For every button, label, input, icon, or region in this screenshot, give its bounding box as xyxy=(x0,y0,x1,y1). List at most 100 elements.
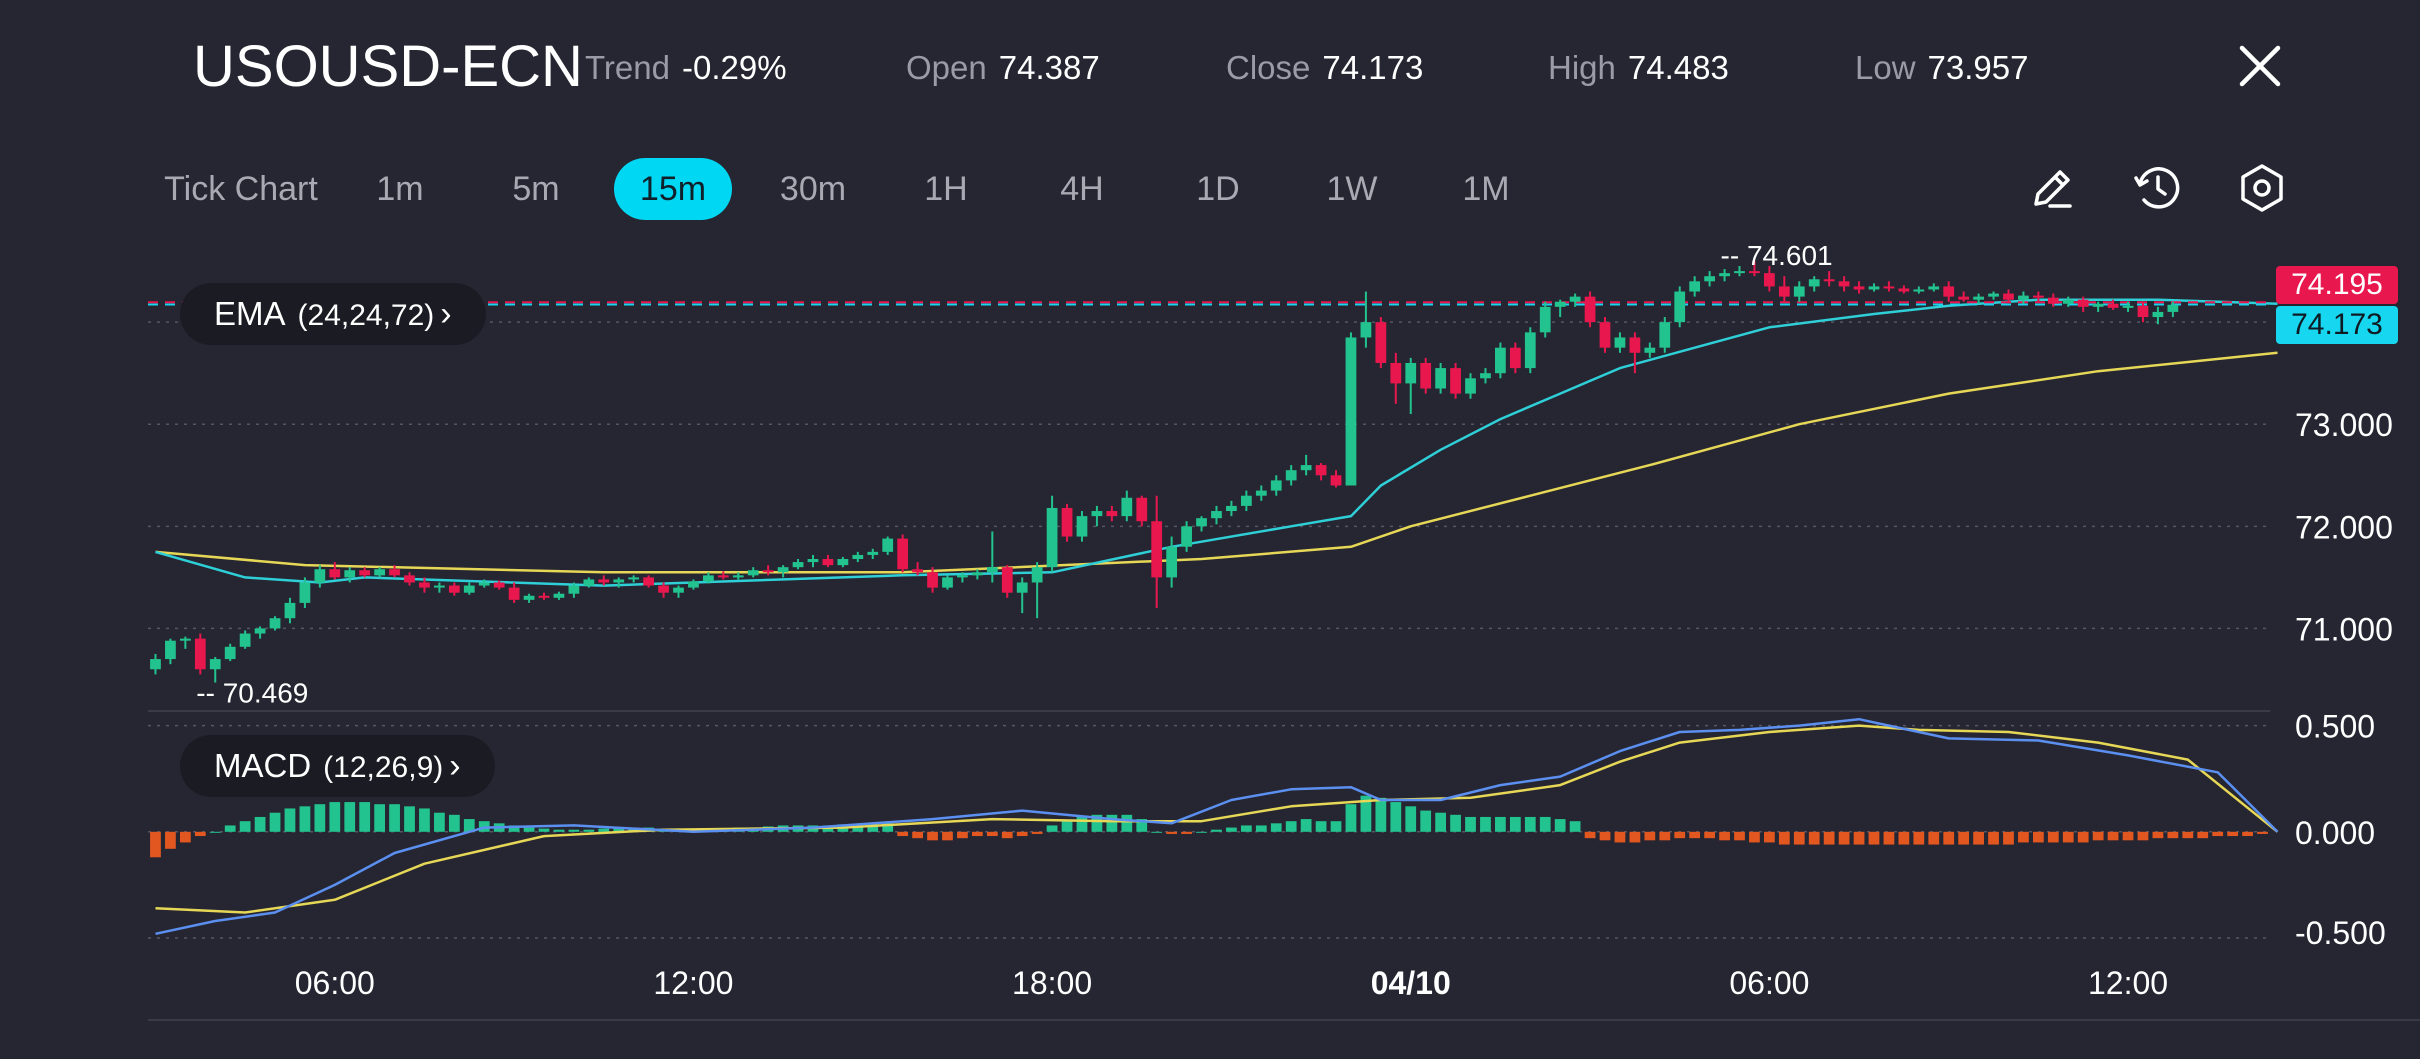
timeframe-1w[interactable]: 1W xyxy=(1326,170,1378,208)
macd-histogram-bar xyxy=(1420,810,1432,832)
candle-body xyxy=(673,587,684,593)
macd-histogram-bar xyxy=(1315,821,1327,832)
macd-histogram-bar xyxy=(1211,829,1222,832)
macd-histogram-bar xyxy=(284,808,296,832)
candle-body xyxy=(404,575,415,583)
timeframe-tick-chart[interactable]: Tick Chart xyxy=(164,170,318,208)
candle-body xyxy=(1853,286,1865,290)
candle-body xyxy=(1868,286,1880,290)
timeframe-1m[interactable]: 1m xyxy=(376,170,424,208)
macd-histogram-bar xyxy=(1435,812,1447,832)
candle-body xyxy=(314,569,326,583)
price-tick-label: 71.000 xyxy=(2295,611,2393,647)
timeframe-4h[interactable]: 4H xyxy=(1060,170,1104,208)
candle-body xyxy=(1644,347,1656,353)
ema-indicator-button[interactable]: EMA (24,24,72) › xyxy=(180,283,486,345)
timeframe-30m[interactable]: 30m xyxy=(779,170,847,208)
timeframe-bar: Tick Chart 1m 5m 15m 30m 1H 4H 1D 1W 1M xyxy=(0,158,2420,228)
macd-histogram-bar xyxy=(434,812,445,832)
symbol-title: USOUSD-ECN xyxy=(193,34,583,99)
candle-body xyxy=(1091,511,1103,517)
macd-histogram-bar xyxy=(344,802,356,832)
candle-body xyxy=(209,659,221,670)
macd-histogram-bar xyxy=(359,802,371,832)
ema-label: EMA xyxy=(214,295,286,332)
macd-histogram-bar xyxy=(1360,795,1372,832)
macd-indicator-button[interactable]: MACD (12,26,9) › xyxy=(180,735,495,797)
close-button[interactable] xyxy=(2232,38,2288,94)
settings-button[interactable] xyxy=(2234,160,2290,216)
macd-histogram-bar xyxy=(1749,831,1760,843)
macd-histogram-bar xyxy=(1853,831,1865,845)
candle-body xyxy=(583,579,595,586)
candle-body xyxy=(658,585,669,593)
macd-histogram-bar xyxy=(1569,821,1581,832)
candle-body xyxy=(1659,322,1671,348)
timeframe-1h[interactable]: 1H xyxy=(924,170,968,208)
candle-body xyxy=(777,567,789,573)
macd-histogram-bar xyxy=(1016,831,1028,837)
timeframe-1d[interactable]: 1D xyxy=(1196,170,1240,208)
timeframe-5m[interactable]: 5m xyxy=(512,170,560,208)
last-price-tag: 74.173 xyxy=(2276,306,2398,345)
candle-body xyxy=(419,582,430,588)
macd-histogram-bar xyxy=(269,812,281,832)
candle-body xyxy=(493,582,505,588)
macd-histogram-bar xyxy=(1719,831,1730,841)
macd-histogram-bar xyxy=(2047,831,2059,843)
macd-histogram-bar xyxy=(1584,831,1596,839)
candle-body xyxy=(2018,295,2029,300)
candle-body xyxy=(1360,322,1372,338)
candle-body xyxy=(1420,362,1432,389)
candle-body xyxy=(1285,470,1297,481)
low-value: 73.957 xyxy=(1927,49,2029,86)
candle-body xyxy=(1315,465,1327,476)
candle-body xyxy=(1061,507,1073,537)
chart-area[interactable]: 71.000 72.000 73.000 0.500 0.000 -0.500 -- 74.… xyxy=(0,240,2420,1059)
time-tick-label: 12:00 xyxy=(2088,965,2168,1001)
macd-histogram-bar xyxy=(1181,831,1192,834)
timeframe-1mo[interactable]: 1M xyxy=(1462,170,1510,208)
macd-histogram-bar xyxy=(1300,819,1312,832)
macd-histogram-bar xyxy=(1001,831,1013,839)
candle-body xyxy=(1569,296,1581,302)
macd-histogram-bar xyxy=(448,814,460,832)
macd-histogram-bar xyxy=(2003,831,2014,845)
open-value: 74.387 xyxy=(998,49,1100,86)
time-tick-label: 18:00 xyxy=(1012,965,1092,1001)
candle-body xyxy=(2137,305,2149,318)
candle-body xyxy=(1076,516,1088,537)
macd-histogram-bar xyxy=(583,829,595,832)
timeframe-15m[interactable]: 15m xyxy=(614,158,732,220)
macd-histogram-bar xyxy=(882,823,894,832)
candle-body xyxy=(194,638,206,670)
pencil-icon xyxy=(2034,170,2072,208)
macd-histogram-bar xyxy=(1793,831,1805,845)
low-stat: Low 73.957 xyxy=(1855,48,2028,88)
macd-histogram-bar xyxy=(374,804,386,832)
macd-histogram-bar xyxy=(2212,831,2224,837)
macd-histogram-bar xyxy=(1076,816,1088,832)
history-button[interactable] xyxy=(2130,160,2186,216)
bid-price-tag: 74.195 xyxy=(2276,266,2398,305)
macd-histogram-bar xyxy=(1704,831,1715,839)
macd-histogram-bar xyxy=(1764,831,1775,843)
macd-histogram-bar xyxy=(2107,831,2119,841)
candle-body xyxy=(165,640,176,660)
close-stat: Close 74.173 xyxy=(1226,48,1423,88)
macd-histogram-bar xyxy=(165,831,176,849)
low-label: Low xyxy=(1855,49,1916,86)
close-icon xyxy=(2239,45,2281,87)
candle-body xyxy=(344,570,356,578)
candle-body xyxy=(299,582,311,603)
price-chart[interactable]: 71.000 72.000 73.000 0.500 0.000 -0.500 -- 74.… xyxy=(0,240,2420,1054)
macd-histogram-bar xyxy=(971,831,983,837)
candle-body xyxy=(1764,273,1775,287)
macd-histogram-bar xyxy=(299,806,311,832)
candle-body xyxy=(1196,518,1207,527)
macd-histogram-bar xyxy=(1330,821,1342,832)
draw-tool-button[interactable] xyxy=(2024,160,2080,216)
candle-body xyxy=(2077,299,2089,307)
macd-histogram-bar xyxy=(897,831,909,837)
candle-body xyxy=(1031,567,1043,583)
